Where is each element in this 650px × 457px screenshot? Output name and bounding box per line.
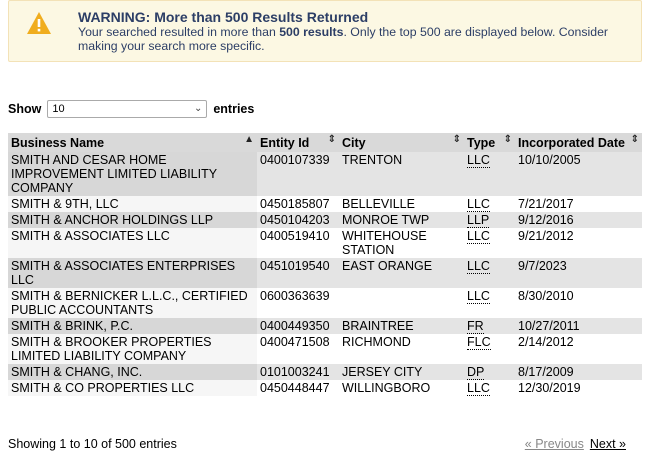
cell-entity-id: 0450185807 [257,196,339,212]
warning-alert: WARNING: More than 500 Results Returned … [8,0,642,62]
entity-type-abbr[interactable]: LLC [467,289,490,304]
table-info: Showing 1 to 10 of 500 entries [8,437,177,451]
cell-city: TRENTON [339,152,464,196]
column-header-business-name[interactable]: Business Name ▲ [8,133,257,152]
entries-length-control: Show 10 ⌄ entries [8,100,254,118]
cell-type: DP [464,364,515,380]
cell-business-name: SMITH & BRINK, P.C. [8,318,257,334]
cell-city: WILLINGBORO [339,380,464,396]
table-row: SMITH & CO PROPERTIES LLC 0450448447 WILLI… [8,380,642,396]
cell-incorporated-date: 9/7/2023 [515,258,642,288]
previous-page-link[interactable]: « Previous [524,437,584,451]
cell-type: LLC [464,258,515,288]
cell-entity-id: 0400449350 [257,318,339,334]
results-table: Business Name ▲ Entity Id ⇕ City ⇕ Type ⇕ In… [8,133,642,396]
table-header-row: Business Name ▲ Entity Id ⇕ City ⇕ Type ⇕ In… [8,133,642,152]
cell-type: LLC [464,152,515,196]
cell-entity-id: 0400519410 [257,228,339,258]
cell-incorporated-date: 9/12/2016 [515,212,642,228]
table-row: SMITH & ASSOCIATES ENTERPRISES LLC 045101… [8,258,642,288]
cell-incorporated-date: 7/21/2017 [515,196,642,212]
sort-asc-icon: ▲ [244,134,254,145]
entity-type-abbr[interactable]: LLC [467,153,490,168]
cell-city: RICHMOND [339,334,464,364]
cell-entity-id: 0400471508 [257,334,339,364]
next-page-link[interactable]: Next » [589,437,626,451]
cell-business-name: SMITH & CO PROPERTIES LLC [8,380,257,396]
cell-business-name: SMITH AND CESAR HOME IMPROVEMENT LIMITED… [8,152,257,196]
cell-entity-id: 0400107339 [257,152,339,196]
table-row: SMITH & ASSOCIATES LLC 0400519410 WHITEHOU… [8,228,642,258]
pagination: « Previous Next » [525,437,626,451]
entity-type-abbr[interactable]: LLC [467,197,490,212]
cell-incorporated-date: 8/30/2010 [515,288,642,318]
cell-incorporated-date: 2/14/2012 [515,334,642,364]
cell-business-name: SMITH & ANCHOR HOLDINGS LLP [8,212,257,228]
show-label: Show [8,102,42,116]
entity-type-abbr[interactable]: LLP [467,213,490,228]
entity-type-abbr[interactable]: LLC [467,381,490,396]
sort-both-icon: ⇕ [452,134,461,145]
cell-incorporated-date: 12/30/2019 [515,380,642,396]
cell-business-name: SMITH & ASSOCIATES LLC [8,228,257,258]
table-row: SMITH & BROOKER PROPERTIES LIMITED LIABI… [8,334,642,364]
alert-body: Your searched resulted in more than 500 … [78,25,609,53]
entity-type-abbr[interactable]: FR [467,319,484,334]
entries-label: entries [213,102,255,116]
entity-type-abbr[interactable]: LLC [467,229,490,244]
sort-both-icon: ⇕ [503,134,512,145]
column-header-city[interactable]: City ⇕ [339,133,464,152]
cell-city [339,288,464,318]
cell-entity-id: 0451019540 [257,258,339,288]
cell-entity-id: 0600363639 [257,288,339,318]
entries-select-value: 10 [52,103,65,115]
alert-title: WARNING: More than 500 Results Returned [78,9,369,25]
cell-business-name: SMITH & BROOKER PROPERTIES LIMITED LIABI… [8,334,257,364]
chevron-down-icon: ⌄ [193,103,203,114]
column-header-entity-id[interactable]: Entity Id ⇕ [257,133,339,152]
table-row: SMITH & BERNICKER L.L.C., CERTIFIED PUBL… [8,288,642,318]
cell-incorporated-date: 9/21/2012 [515,228,642,258]
table-row: SMITH & BRINK, P.C. 0400449350 BRAINTREE FR… [8,318,642,334]
cell-city: WHITEHOUSE STATION [339,228,464,258]
cell-city: BRAINTREE [339,318,464,334]
cell-incorporated-date: 10/27/2011 [515,318,642,334]
table-row: SMITH & CHANG, INC. 0101003241 JERSEY CITY… [8,364,642,380]
cell-incorporated-date: 8/17/2009 [515,364,642,380]
entity-type-abbr[interactable]: LLC [467,259,490,274]
cell-entity-id: 0101003241 [257,364,339,380]
column-header-type[interactable]: Type ⇕ [464,133,515,152]
cell-incorporated-date: 10/10/2005 [515,152,642,196]
cell-business-name: SMITH & CHANG, INC. [8,364,257,380]
cell-type: LLC [464,380,515,396]
cell-type: LLC [464,228,515,258]
sort-both-icon: ⇕ [327,134,336,145]
cell-type: LLP [464,212,515,228]
cell-entity-id: 0450448447 [257,380,339,396]
warning-triangle-icon [27,12,51,34]
cell-type: FR [464,318,515,334]
cell-business-name: SMITH & ASSOCIATES ENTERPRISES LLC [8,258,257,288]
entity-type-abbr[interactable]: FLC [467,335,491,350]
cell-city: EAST ORANGE [339,258,464,288]
column-header-incorporated-date[interactable]: Incorporated Date ⇕ [515,133,642,152]
sort-both-icon: ⇕ [630,134,639,145]
table-row: SMITH & 9TH, LLC 0450185807 BELLEVILLE LLC 7… [8,196,642,212]
table-row: SMITH & ANCHOR HOLDINGS LLP 0450104203 MON… [8,212,642,228]
cell-city: MONROE TWP [339,212,464,228]
cell-type: LLC [464,196,515,212]
entity-type-abbr[interactable]: DP [467,365,485,380]
cell-entity-id: 0450104203 [257,212,339,228]
cell-type: FLC [464,334,515,364]
cell-type: LLC [464,288,515,318]
cell-business-name: SMITH & 9TH, LLC [8,196,257,212]
table-row: SMITH AND CESAR HOME IMPROVEMENT LIMITED… [8,152,642,196]
cell-business-name: SMITH & BERNICKER L.L.C., CERTIFIED PUBL… [8,288,257,318]
entries-select[interactable]: 10 ⌄ [47,100,208,118]
cell-city: BELLEVILLE [339,196,464,212]
cell-city: JERSEY CITY [339,364,464,380]
